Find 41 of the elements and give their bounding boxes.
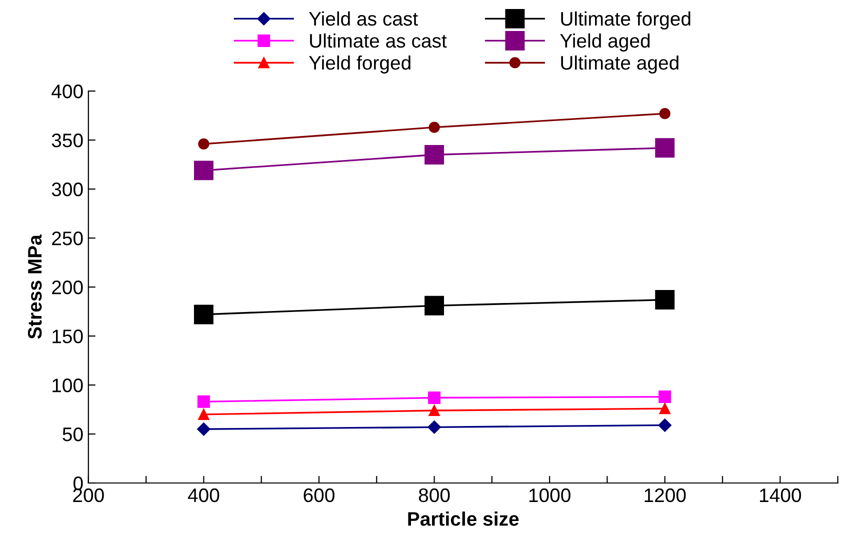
y-axis-title: Stress MPa [28,234,42,339]
point [658,418,672,432]
y-tick-label: 250 [52,232,83,246]
point [197,422,210,436]
x-tick-label: 1000 [529,488,570,502]
point [428,122,440,133]
x-tick-label: 600 [304,488,334,502]
point [194,304,214,324]
point [658,390,672,404]
x-axis-title: Particle size [408,512,519,526]
point [194,160,214,180]
point [198,138,210,150]
point [428,420,441,434]
point [198,408,210,420]
y-tick-label: 100 [52,378,83,392]
legend-label: Ultimate as cast [310,33,447,48]
y-tick-label: 350 [52,134,83,148]
y-tick-label: 150 [52,330,83,344]
y-tick-label: 200 [52,280,83,294]
y-tick-label: 400 [52,84,83,98]
x-tick-label: 400 [188,488,220,502]
x-tick-label: 1400 [760,488,802,502]
legend-label: Ultimate forged [561,11,690,30]
legend-label: Yield aged [560,33,650,52]
point [197,395,210,408]
x-tick-label: 200 [73,488,104,502]
point [428,392,441,404]
point [659,108,670,120]
point [659,402,670,414]
y-tick-label: 300 [52,182,83,196]
legend-label: Yield as cast [309,11,418,26]
point [655,290,675,310]
x-tick-label: 1200 [644,488,686,502]
legend-label: Ultimate aged [561,55,678,74]
point [424,296,444,316]
legend-label: Yield forged [309,55,410,74]
point [655,138,675,158]
y-tick-label: 50 [62,427,83,442]
point [428,404,440,416]
x-tick-label: 800 [418,488,450,502]
point [424,145,444,164]
